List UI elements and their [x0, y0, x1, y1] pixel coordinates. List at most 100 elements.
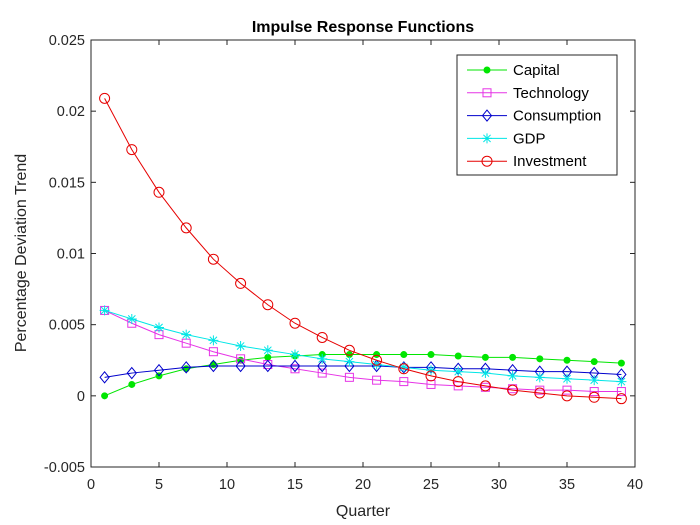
x-tick-label: 5: [155, 477, 163, 493]
data-point-capital: [101, 392, 109, 400]
data-point-consumption: [398, 361, 409, 374]
x-axis-label: Quarter: [336, 503, 391, 520]
data-point-consumption: [181, 361, 192, 374]
data-point-gdp: [398, 362, 409, 373]
data-point-investment: [343, 344, 355, 356]
data-point-capital: [536, 355, 544, 363]
y-tick-label: 0.01: [57, 247, 85, 263]
data-point-investment: [615, 393, 627, 405]
data-point-gdp: [616, 376, 627, 387]
data-point-investment: [126, 144, 138, 156]
legend-item-consumption: Consumption: [467, 108, 601, 125]
legend-label-gdp: GDP: [513, 130, 546, 147]
x-tick-label: 0: [87, 477, 95, 493]
legend-label-technology: Technology: [513, 85, 589, 102]
data-point-consumption: [99, 371, 110, 384]
data-point-gdp: [589, 375, 600, 386]
data-point-capital: [481, 353, 489, 361]
data-point-gdp: [562, 373, 572, 384]
data-point-investment: [262, 299, 274, 311]
data-point-consumption: [126, 366, 137, 380]
data-point-gdp: [154, 322, 164, 333]
data-point-consumption: [317, 359, 328, 373]
series-gdp: [99, 305, 627, 387]
data-point-consumption: [208, 359, 219, 373]
y-tick-label: 0: [77, 389, 85, 405]
legend: Capital Technology Consumption GDP Investmen…: [456, 54, 618, 176]
data-point-investment: [289, 317, 301, 329]
data-point-technology: [236, 354, 246, 364]
data-point-technology: [317, 368, 327, 378]
data-point-investment: [561, 390, 573, 402]
data-point-consumption: [262, 359, 273, 373]
y-axis-label: Percentage Deviation Trend: [13, 154, 30, 352]
data-point-investment: [398, 363, 410, 375]
data-point-technology: [290, 364, 300, 374]
axis-ticks: 0 5 10 15 20 25 30 35 40-0.00500.0050.010.0150.0…: [44, 33, 643, 493]
data-point-capital: [509, 353, 517, 361]
legend-marker-consumption: [481, 109, 493, 122]
data-point-investment: [316, 331, 328, 343]
legend-marker-gdp: [482, 133, 492, 144]
legend-marker-technology: [482, 88, 492, 98]
data-point-capital: [400, 351, 408, 359]
x-tick-label: 25: [423, 477, 439, 493]
data-point-gdp: [262, 345, 273, 356]
data-point-gdp: [507, 370, 518, 381]
data-point-capital: [264, 353, 272, 361]
data-point-consumption: [235, 359, 246, 373]
x-tick-label: 20: [355, 477, 371, 493]
data-point-capital: [128, 380, 136, 388]
data-point-gdp: [99, 305, 110, 316]
data-point-gdp: [208, 335, 219, 346]
legend-item-technology: Technology: [467, 85, 589, 102]
data-point-investment: [153, 186, 165, 198]
data-point-investment: [207, 253, 219, 265]
series-layer: [99, 92, 627, 405]
legend-label-consumption: Consumption: [513, 108, 601, 125]
data-point-capital: [373, 351, 381, 359]
data-point-consumption: [289, 359, 301, 373]
data-point-investment: [452, 376, 464, 388]
data-point-consumption: [153, 363, 165, 377]
y-tick-label: -0.005: [44, 460, 85, 476]
y-tick-label: 0.005: [49, 318, 85, 334]
chart-title: Impulse Response Functions: [252, 19, 474, 36]
data-point-capital: [617, 359, 625, 367]
data-point-technology: [616, 387, 626, 397]
data-point-investment: [99, 92, 111, 104]
data-point-capital: [590, 358, 598, 366]
data-point-capital: [427, 351, 435, 359]
data-point-gdp: [344, 356, 355, 367]
y-tick-label: 0.02: [57, 104, 85, 120]
series-investment: [99, 92, 627, 405]
x-tick-label: 10: [219, 477, 235, 493]
legend-label-capital: Capital: [513, 62, 560, 79]
legend-box: [456, 54, 618, 176]
data-point-technology: [208, 347, 218, 357]
data-point-investment: [507, 384, 519, 396]
data-point-investment: [534, 387, 546, 399]
data-point-investment: [588, 391, 600, 403]
legend-marker-investment: [481, 155, 493, 167]
data-point-gdp: [480, 368, 491, 379]
y-tick-label: 0.025: [49, 33, 85, 49]
legend-item-capital: Capital: [467, 62, 560, 79]
x-tick-label: 30: [491, 477, 507, 493]
data-point-investment: [479, 380, 491, 392]
data-point-gdp: [126, 313, 137, 324]
data-point-gdp: [534, 372, 545, 383]
legend-label-investment: Investment: [513, 153, 587, 170]
x-tick-label: 35: [559, 477, 575, 493]
data-point-gdp: [453, 366, 464, 377]
data-point-gdp: [317, 353, 328, 364]
data-point-gdp: [290, 349, 300, 360]
data-point-gdp: [426, 365, 436, 376]
data-point-investment: [235, 277, 247, 289]
data-point-capital: [454, 352, 462, 360]
data-point-technology: [344, 372, 354, 382]
data-point-investment: [180, 222, 192, 234]
data-point-technology: [589, 387, 599, 397]
legend-item-gdp: GDP: [467, 130, 546, 147]
